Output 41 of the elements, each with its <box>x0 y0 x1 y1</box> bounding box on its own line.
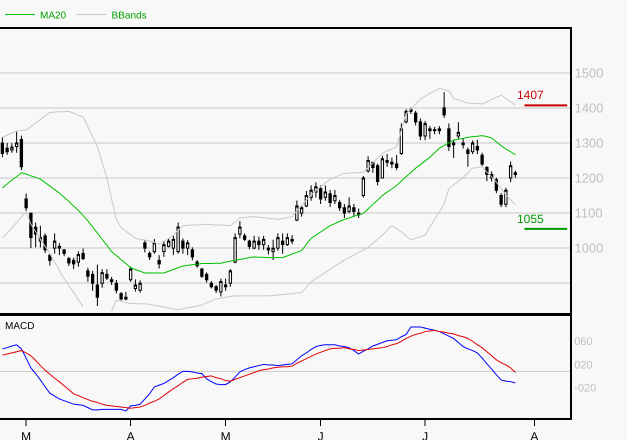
candlestick <box>362 175 366 198</box>
legend-label: BBands <box>112 10 147 22</box>
chart-title: MACD <box>5 321 34 332</box>
line-series <box>2 135 516 274</box>
candlestick <box>96 264 100 306</box>
candlestick <box>62 248 66 257</box>
candlestick <box>238 220 242 239</box>
candlestick <box>110 276 114 286</box>
candlestick <box>228 268 232 288</box>
candlestick <box>114 280 118 294</box>
candlestick <box>190 246 194 261</box>
candlestick <box>480 152 484 167</box>
candlestick <box>242 232 246 242</box>
ref-line-label: 1407 <box>517 88 544 102</box>
candlestick <box>128 266 132 282</box>
y-tick-label: 020 <box>574 359 593 372</box>
y-tick-label: 060 <box>574 336 593 348</box>
legend-label: MA20 <box>40 10 67 22</box>
candlestick <box>143 239 147 253</box>
x-tick-label: A <box>126 429 135 440</box>
candlestick <box>233 232 237 264</box>
x-tick-label: M <box>21 429 32 440</box>
candlestick <box>400 122 404 156</box>
y-tick-label: 1500 <box>574 65 604 80</box>
y-tick-label: 1000 <box>574 240 604 256</box>
y-tick-label: 1300 <box>574 136 604 150</box>
x-tick-label: A <box>530 429 538 440</box>
y-tick-label: 1400 <box>574 100 604 116</box>
candlestick <box>461 138 465 150</box>
candlestick <box>152 238 156 254</box>
y-tick-label: 1100 <box>574 206 603 221</box>
candlestick <box>157 254 161 269</box>
x-tick-label: M <box>220 429 231 440</box>
candlestick <box>148 250 152 261</box>
candlestick <box>24 192 28 212</box>
y-tick-label: -020 <box>574 382 596 394</box>
y-tick-label: 1200 <box>574 170 604 186</box>
candlestick <box>48 253 52 266</box>
candlestick <box>456 122 460 140</box>
candlestick <box>442 92 446 118</box>
ref-line-label: 1055 <box>517 212 544 226</box>
